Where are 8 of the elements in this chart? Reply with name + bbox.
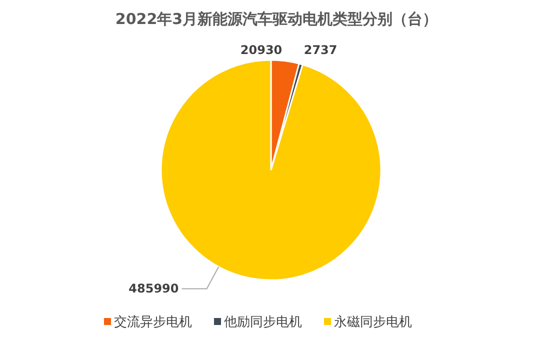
data-label: 20930 — [240, 43, 282, 57]
data-label: 485990 — [128, 282, 179, 296]
pie-slice — [160, 59, 382, 281]
legend-label: 永磁同步电机 — [334, 314, 412, 330]
chart-title: 2022年3月新能源汽车驱动电机类型分别（台） — [115, 10, 438, 28]
data-label: 2737 — [304, 43, 338, 57]
legend-label: 交流异步电机 — [114, 314, 192, 330]
legend-label: 他励同步电机 — [224, 315, 302, 330]
